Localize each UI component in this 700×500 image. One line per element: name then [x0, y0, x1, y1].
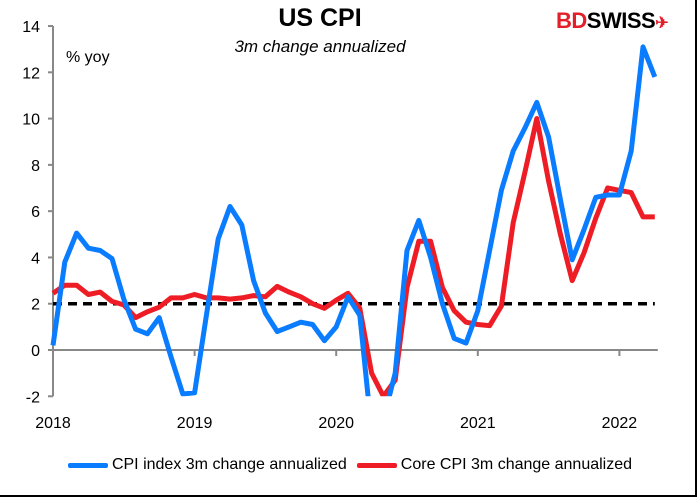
y-tick-label: 4 — [31, 250, 40, 267]
y-tick-label: -2 — [26, 389, 40, 406]
x-tick-label: 2022 — [602, 415, 638, 432]
y-tick-label: 0 — [31, 343, 40, 360]
y-tick-label: 14 — [22, 19, 40, 36]
legend-item-cpi: CPI index 3m change annualized — [67, 456, 347, 474]
cpi-series-line — [50, 44, 658, 397]
x-tick-label: 2020 — [318, 415, 354, 432]
y-tick-label: 6 — [31, 204, 40, 221]
y-axis-label: % yoy — [66, 49, 110, 66]
x-tick-label: 2021 — [460, 415, 496, 432]
y-tick-label: 8 — [31, 158, 40, 175]
y-tick-label: 12 — [22, 65, 40, 82]
x-tick-label: 2019 — [177, 415, 213, 432]
legend: CPI index 3m change annualized Core CPI … — [0, 456, 700, 474]
x-tick-label: 2018 — [35, 415, 71, 432]
legend-swatch-cpi — [67, 462, 108, 468]
chart-title: US CPI — [278, 4, 362, 32]
bdswiss-logo: BDSWISS✈ — [556, 8, 669, 33]
y-tick-label: 2 — [31, 297, 40, 314]
legend-swatch-core-cpi — [356, 462, 397, 468]
legend-item-core-cpi: Core CPI 3m change annualized — [356, 456, 633, 474]
y-tick-label: 10 — [22, 112, 40, 129]
legend-label-core-cpi: Core CPI 3m change annualized — [400, 456, 633, 473]
core-cpi-series-line — [51, 116, 655, 397]
legend-label-cpi: CPI index 3m change annualized — [111, 456, 347, 473]
chart-subtitle: 3m change annualized — [234, 37, 406, 56]
